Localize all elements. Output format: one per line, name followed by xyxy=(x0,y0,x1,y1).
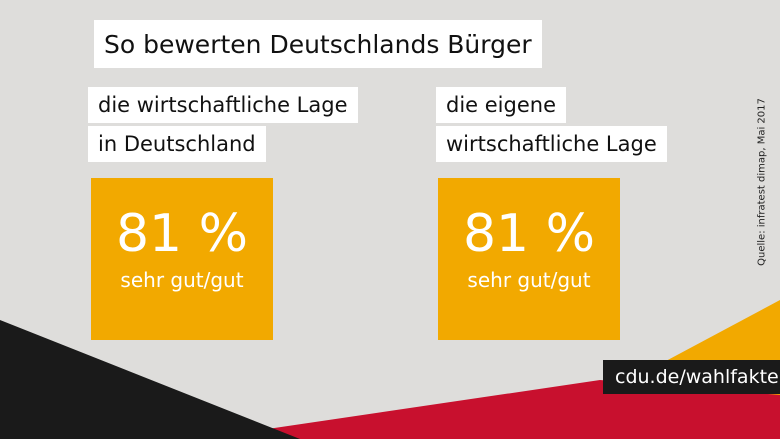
red-stripe xyxy=(200,380,780,439)
right-label-line2: wirtschaftliche Lage xyxy=(436,126,667,162)
page-title: So bewerten Deutschlands Bürger xyxy=(94,20,542,68)
left-label-line1: die wirtschaftliche Lage xyxy=(88,87,358,123)
right-stat-box: 81 % sehr gut/gut xyxy=(438,178,620,340)
black-stripe xyxy=(0,320,300,439)
right-stat-caption: sehr gut/gut xyxy=(467,268,591,292)
left-stat-caption: sehr gut/gut xyxy=(120,268,244,292)
right-stat-value: 81 % xyxy=(462,204,596,264)
left-label-line2: in Deutschland xyxy=(88,126,266,162)
right-label-line1: die eigene xyxy=(436,87,566,123)
source-note: Quelle: infratest dimap, Mai 2017 xyxy=(752,96,772,268)
left-stat-box: 81 % sehr gut/gut xyxy=(91,178,273,340)
source-text: Quelle: infratest dimap, Mai 2017 xyxy=(756,98,768,266)
left-stat-value: 81 % xyxy=(115,204,249,264)
website-link[interactable]: cdu.de/wahlfakten xyxy=(603,360,780,394)
